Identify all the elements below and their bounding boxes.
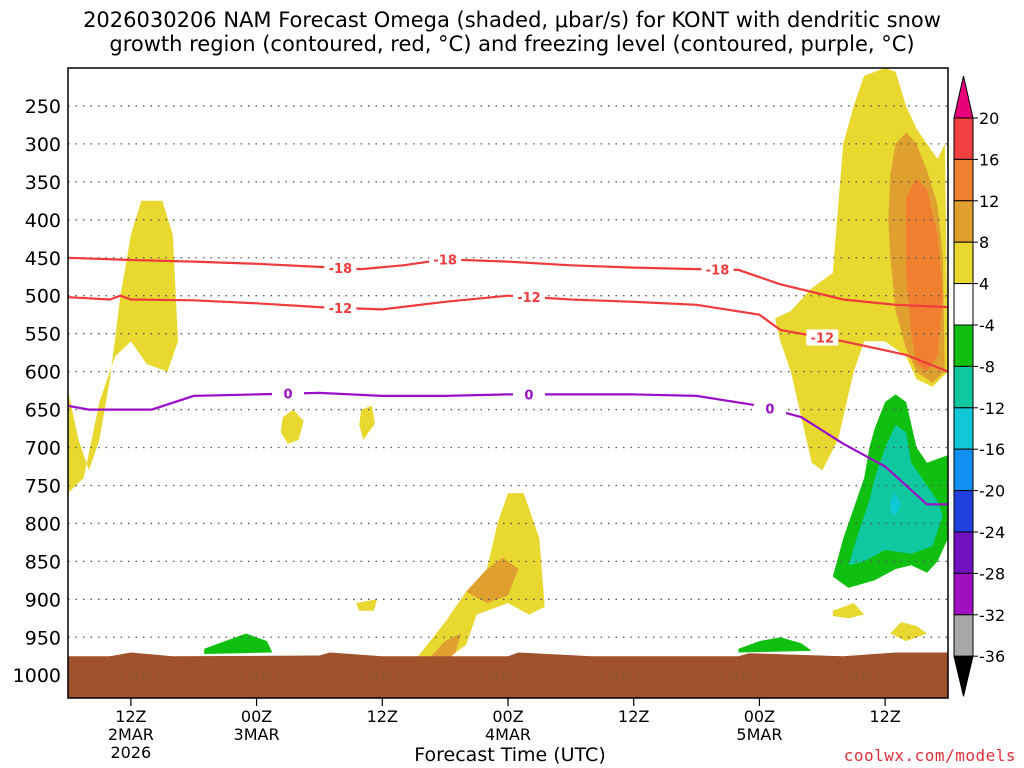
- contour-label-bg--12: [806, 329, 839, 346]
- colorbar-bin-10: [953, 531, 974, 574]
- colorbar-bin-7: [953, 407, 974, 450]
- y-tick-label-900: 900: [25, 589, 61, 611]
- chart-title-line-1: 2026030206 NAM Forecast Omega (shaded, μ…: [83, 8, 941, 32]
- colorbar-label-11: -28: [979, 564, 1005, 583]
- colorbar-label-1: 16: [979, 150, 999, 169]
- colorbar-label-4: 4: [979, 275, 989, 294]
- omega-pos-8-4mar: [466, 557, 519, 604]
- contour-label--12: -12: [329, 302, 353, 317]
- colorbar-bin-12: [953, 614, 974, 657]
- y-tick-label-950: 950: [25, 627, 61, 649]
- y-tick-label-400: 400: [25, 210, 61, 232]
- colorbar-bin-4: [953, 283, 974, 326]
- colorbar-label-10: -24: [979, 523, 1005, 542]
- colorbar: 20 16 12 8 4 -4 -8 -12 -16 -20 -24 -28 -32 -36: [953, 75, 1005, 697]
- contour-label-0: 0: [283, 388, 292, 403]
- y-tick-label-750: 750: [25, 475, 61, 497]
- omega-shading-layer: [68, 68, 948, 698]
- colorbar-bin-1: [953, 158, 974, 202]
- y-tick-label-800: 800: [25, 513, 61, 535]
- omega-neg-8-5mar-low: [738, 637, 812, 653]
- colorbar-label-5: -4: [979, 316, 995, 335]
- contour-label-bg--12: [324, 299, 357, 316]
- omega-neg-16-5mar: [890, 493, 901, 516]
- credit-link[interactable]: coolwx.com/models: [843, 746, 1016, 765]
- contour-label--18: -18: [329, 262, 353, 277]
- y-tick-label-700: 700: [25, 438, 61, 460]
- contour-line--18: [67, 256, 949, 309]
- y-tick-label-250: 250: [25, 96, 61, 118]
- omega-pos-4-tiny-low: [356, 599, 377, 611]
- y-tick-label-350: 350: [25, 172, 61, 194]
- colorbar-bin-5: [953, 324, 974, 367]
- contour-label--18: -18: [706, 264, 730, 279]
- x-tick-label-84-0: 12Z: [869, 707, 900, 726]
- y-tick-label-450: 450: [25, 248, 61, 270]
- omega-pos-4-5mar-lowblob: [832, 603, 865, 619]
- omega-pos-4-small-3mar: [280, 409, 304, 444]
- contour-label-bg--12: [512, 288, 545, 305]
- colorbar-label-9: -20: [979, 482, 1005, 501]
- y-tick-label-500: 500: [25, 286, 61, 308]
- y-axis: 250 300 350 400 450 500 550 600 650 700 750 800 850 9…: [13, 96, 61, 687]
- colorbar-label-3: 8: [979, 233, 989, 252]
- colorbar-arrow-bottom: [953, 655, 974, 697]
- contour-label-bg--18: [701, 261, 734, 278]
- colorbar-label-12: -32: [979, 606, 1005, 625]
- x-tick-label-12-0: 12Z: [115, 707, 146, 726]
- colorbar-label-7: -12: [979, 399, 1005, 418]
- x-tick-label-72-1: 5MAR: [736, 725, 782, 744]
- omega-pos-4-left-column: [68, 200, 178, 494]
- contour-label-bg-0: [512, 386, 545, 403]
- x-tick-label-48-0: 00Z: [492, 707, 523, 726]
- x-tick-label-72-0: 00Z: [744, 707, 775, 726]
- contour-label-bg-0: [753, 400, 786, 417]
- contour-label-0: 0: [765, 403, 774, 418]
- colorbar-bin-2: [953, 200, 974, 243]
- chart-title-line-2: growth region (contoured, red, °C) and f…: [109, 32, 915, 56]
- contour-label-bg--18: [429, 251, 462, 268]
- x-tick-label-60-0: 12Z: [618, 707, 649, 726]
- colorbar-bin-9: [953, 490, 974, 533]
- colorbar-label-6: -8: [979, 357, 995, 376]
- colorbar-label-13: -36: [979, 647, 1005, 666]
- colorbar-bin-0: [953, 117, 974, 160]
- y-tick-label-650: 650: [25, 400, 61, 422]
- omega-neg-8-3mar-low: [204, 633, 273, 654]
- contour-label--12: -12: [517, 291, 541, 306]
- x-axis-label: Forecast Time (UTC): [414, 744, 606, 766]
- contour-label-0: 0: [524, 388, 533, 403]
- contour-label--18: -18: [433, 253, 457, 268]
- colorbar-arrow-top: [953, 75, 974, 119]
- y-tick-label-300: 300: [25, 134, 61, 156]
- colorbar-label-2: 12: [979, 192, 999, 211]
- x-tick-label-12-1: 2MAR: [108, 725, 154, 744]
- y-tick-label-600: 600: [25, 362, 61, 384]
- ground-below-surface: [68, 652, 948, 698]
- contour-label--12: -12: [811, 331, 835, 346]
- y-tick-label-550: 550: [25, 324, 61, 346]
- colorbar-label-8: -16: [979, 440, 1005, 459]
- y-tick-label-1000: 1000: [13, 665, 61, 687]
- x-tick-label-12-2: 2026: [110, 743, 151, 762]
- x-tick-label-24-1: 3MAR: [234, 725, 280, 744]
- contour-label-bg-0: [272, 385, 304, 402]
- omega-pos-4-5mar-lowblob-b: [890, 622, 927, 642]
- omega-pos-12-5mar: [906, 178, 943, 372]
- x-tick-label-36-0: 12Z: [367, 707, 398, 726]
- y-tick-label-850: 850: [25, 551, 61, 573]
- omega-pos-4-small-3mar-b: [359, 405, 375, 440]
- x-tick-label-48-1: 4MAR: [485, 725, 531, 744]
- colorbar-bin-6: [953, 365, 974, 409]
- contour-layer: -18 -18 -18 -12 -12 -12 0 0 0: [67, 251, 949, 506]
- colorbar-label-0: 20: [979, 109, 999, 128]
- colorbar-bin-8: [953, 448, 974, 492]
- colorbar-bin-3: [953, 241, 974, 285]
- x-tick-label-24-0: 00Z: [241, 707, 272, 726]
- colorbar-bin-11: [953, 572, 974, 616]
- contour-line--12: [67, 294, 949, 373]
- contour-label-bg--18: [324, 260, 357, 277]
